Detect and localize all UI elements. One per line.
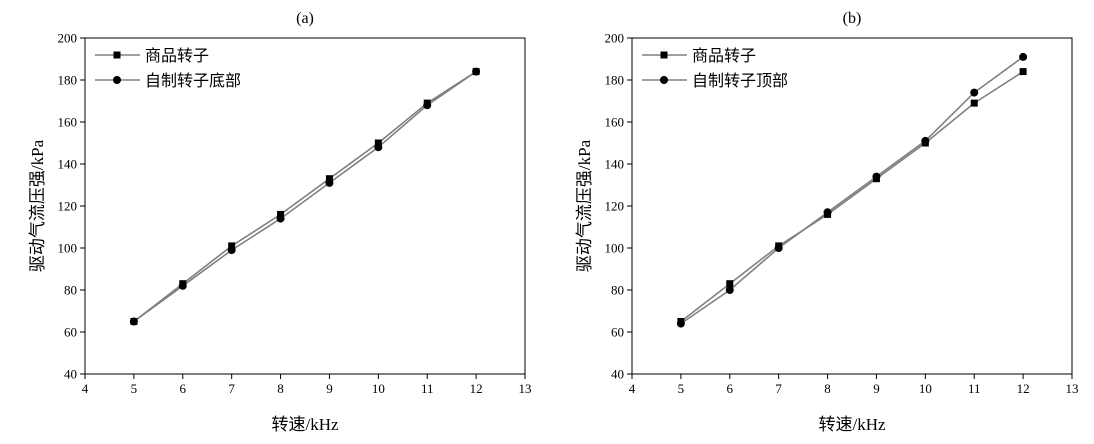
y-tick-label: 200	[605, 31, 625, 46]
y-axis-label: 驱动气流压强/kPa	[28, 139, 47, 272]
series-line-2	[680, 56, 1024, 325]
y-tick-label: 180	[605, 73, 625, 88]
y-tick-label: 100	[605, 241, 625, 256]
x-tick-label: 13	[1066, 381, 1079, 396]
legend-marker-square	[113, 51, 121, 59]
x-tick-label: 11	[421, 381, 434, 396]
y-tick-label: 80	[611, 283, 624, 298]
data-point-square	[970, 99, 978, 107]
data-point-square	[726, 280, 734, 288]
data-point-circle	[325, 178, 334, 187]
data-point-circle	[227, 246, 236, 255]
y-tick-label: 60	[64, 325, 77, 340]
data-point-square	[1019, 68, 1027, 76]
chart-title: (a)	[296, 10, 314, 27]
data-point-circle	[129, 317, 138, 326]
y-tick-label: 40	[611, 367, 624, 382]
x-tick-label: 7	[228, 381, 235, 396]
y-tick-label: 140	[58, 157, 78, 172]
data-point-circle	[374, 143, 383, 152]
series-line-1	[133, 70, 477, 323]
data-point-circle	[472, 67, 481, 76]
y-tick-label: 160	[58, 115, 78, 130]
legend-label: 自制转子底部	[145, 71, 241, 90]
legend-marker-circle	[113, 76, 121, 84]
y-tick-label: 60	[611, 325, 624, 340]
data-point-circle	[676, 319, 685, 328]
x-tick-label: 5	[678, 381, 685, 396]
data-point-square	[325, 175, 333, 183]
data-point-circle	[1019, 52, 1028, 61]
y-tick-label: 180	[58, 73, 78, 88]
data-point-circle	[276, 214, 285, 223]
x-tick-label: 4	[82, 381, 89, 396]
x-tick-label: 10	[372, 381, 385, 396]
x-axis-label: 转速/kHz	[271, 415, 338, 434]
x-tick-label: 9	[326, 381, 333, 396]
y-tick-label: 160	[605, 115, 625, 130]
chart-panel-b: (b) 4 5 6 7 8 9 10 11 12 13 40 60 80 100 120 140 160 180 20…	[547, 0, 1094, 444]
y-tick-label: 140	[605, 157, 625, 172]
x-tick-label: 10	[919, 381, 932, 396]
data-point-square	[228, 242, 236, 250]
x-tick-label: 9	[873, 381, 880, 396]
series-line-2	[133, 70, 477, 323]
data-point-circle	[970, 88, 979, 97]
x-tick-label: 6	[727, 381, 734, 396]
data-point-circle	[872, 172, 881, 181]
data-point-circle	[178, 281, 187, 290]
x-tick-label: 4	[629, 381, 636, 396]
x-tick-label: 6	[180, 381, 187, 396]
x-tick-label: 11	[968, 381, 981, 396]
y-tick-label: 100	[58, 241, 78, 256]
x-tick-label: 5	[131, 381, 138, 396]
y-tick-label: 120	[58, 199, 78, 214]
data-point-square	[277, 210, 285, 218]
y-tick-label: 40	[64, 367, 77, 382]
chart-a-svg: (a) 4 5 6 7 8 9 10 11 12 13 40 60 80 100 120 140 160 180 20…	[28, 10, 532, 434]
data-point-circle	[423, 101, 432, 110]
x-tick-label: 12	[470, 381, 483, 396]
x-axis-label: 转速/kHz	[818, 415, 885, 434]
data-point-square	[374, 139, 382, 147]
chart-title: (b)	[843, 10, 862, 27]
chart-panel-a: (a) 4 5 6 7 8 9 10 11 12 13 40 60 80 100 120 140 160 180 20…	[28, 10, 532, 434]
legend-label: 自制转子顶部	[692, 71, 788, 90]
x-tick-label: 7	[775, 381, 782, 396]
data-point-circle	[725, 286, 734, 294]
x-tick-label: 13	[519, 381, 532, 396]
y-tick-label: 200	[58, 31, 78, 46]
x-tick-label: 8	[277, 381, 284, 396]
y-tick-label: 120	[605, 199, 625, 214]
legend-label: 商品转子	[145, 46, 209, 65]
series-line-1	[680, 70, 1024, 323]
data-point-circle	[774, 244, 783, 252]
data-point-circle	[823, 208, 832, 217]
y-axis-label: 驱动气流压强/kPa	[575, 139, 594, 272]
data-point-circle	[921, 136, 930, 145]
y-tick-label: 80	[64, 283, 77, 298]
x-tick-label: 8	[824, 381, 831, 396]
legend-marker-square	[660, 51, 668, 59]
chart-b-svg: (b) 4 5 6 7 8 9 10 11 12 13 40 60 80 100 120 140 160 180 20…	[575, 10, 1079, 434]
legend-marker-circle	[660, 76, 668, 84]
x-tick-label: 12	[1017, 381, 1030, 396]
legend-label: 商品转子	[692, 46, 756, 65]
